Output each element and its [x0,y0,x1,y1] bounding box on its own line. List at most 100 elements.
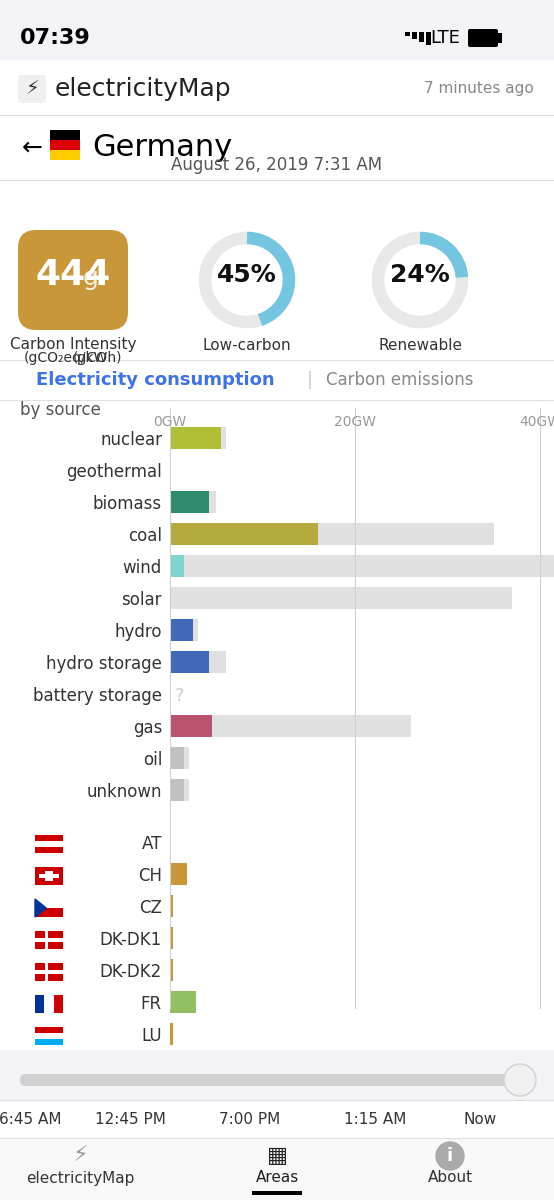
Text: wind: wind [123,559,162,577]
Bar [45,962,48,982]
Bar [170,991,196,1013]
FancyBboxPatch shape [20,1074,534,1086]
Bar [0,1140,554,1200]
Bar [170,1022,173,1045]
Text: electricityMap: electricityMap [26,1170,134,1186]
Bar [170,863,187,886]
Bar [35,995,44,1013]
Bar [170,427,225,449]
Text: About: About [428,1170,473,1186]
Text: 12:45 PM: 12:45 PM [95,1112,166,1128]
FancyBboxPatch shape [468,29,498,47]
Bar [170,926,173,949]
Bar [498,32,502,43]
Bar [0,1100,554,1140]
Bar [252,1190,302,1195]
Text: CH: CH [138,866,162,886]
Text: 45%: 45% [217,263,277,287]
Bar [170,619,193,641]
Bar [170,554,554,577]
Bar [170,491,216,514]
Text: by source: by source [20,401,101,419]
Text: 6:45 AM: 6:45 AM [0,1112,61,1128]
Text: Renewable: Renewable [378,337,462,353]
Bar [470,31,496,44]
Bar [170,491,209,514]
Bar [170,779,188,802]
Bar [35,970,63,974]
Text: ⚡: ⚡ [72,1146,88,1166]
Text: August 26, 2019 7:31 AM: August 26, 2019 7:31 AM [171,156,383,174]
Text: ?: ? [175,686,184,704]
Text: 40GW: 40GW [519,415,554,428]
Bar [426,32,431,44]
Bar [405,32,410,36]
Text: Carbon emissions: Carbon emissions [326,371,474,389]
Text: geothermal: geothermal [66,463,162,481]
Text: hydro storage: hydro storage [46,655,162,673]
Bar [45,871,53,881]
Bar [412,32,417,38]
Bar [170,779,184,802]
Text: Carbon Intensity: Carbon Intensity [10,337,136,353]
Bar [170,523,318,545]
Bar [0,180,554,360]
Text: ⚡: ⚡ [25,79,39,98]
Text: g: g [83,266,99,290]
Bar [170,650,209,673]
Text: 0GW: 0GW [153,415,187,428]
Text: oil: oil [142,751,162,769]
Bar [35,1027,63,1033]
Circle shape [436,1142,464,1170]
Bar [50,130,80,140]
Text: 20GW: 20GW [334,415,376,428]
Text: 7:00 PM: 7:00 PM [219,1112,281,1128]
Text: AT: AT [142,835,162,853]
Bar [170,959,173,982]
Bar [0,1050,554,1100]
Bar [35,866,63,886]
Bar [35,1033,63,1039]
Text: hydro: hydro [115,623,162,641]
Circle shape [504,1064,536,1096]
Bar [35,931,63,949]
Text: (gCO₂eq/kWh): (gCO₂eq/kWh) [24,350,122,365]
Text: electricityMap: electricityMap [55,77,232,101]
Text: |: | [307,371,313,389]
Text: Germany: Germany [92,133,232,162]
Text: biomass: biomass [93,494,162,514]
Text: 1:15 AM: 1:15 AM [344,1112,406,1128]
Bar [170,587,512,608]
Bar [0,60,554,115]
Bar [50,140,80,150]
Text: Low-carbon: Low-carbon [203,337,291,353]
Bar [170,427,221,449]
Bar [0,400,554,1050]
Bar [170,746,188,769]
Bar [170,715,212,737]
Text: 07:39: 07:39 [20,28,91,48]
Bar [50,150,80,160]
Bar [45,931,48,949]
Text: unknown: unknown [86,782,162,802]
Bar [35,1039,63,1045]
Bar [170,619,198,641]
Text: nuclear: nuclear [100,431,162,449]
Bar [170,554,184,577]
Bar [170,715,411,737]
Bar [0,360,554,400]
Bar [170,650,225,673]
Text: DK-DK1: DK-DK1 [100,931,162,949]
Bar [35,962,63,982]
FancyBboxPatch shape [18,74,46,103]
Bar [39,874,59,878]
Bar [35,835,63,841]
Bar [35,899,63,908]
Text: DK-DK2: DK-DK2 [100,962,162,982]
Bar [35,908,63,917]
Text: FR: FR [141,995,162,1013]
Text: (gCO: (gCO [73,350,108,365]
FancyBboxPatch shape [18,230,128,330]
Bar [44,995,54,1013]
Bar [170,895,173,917]
